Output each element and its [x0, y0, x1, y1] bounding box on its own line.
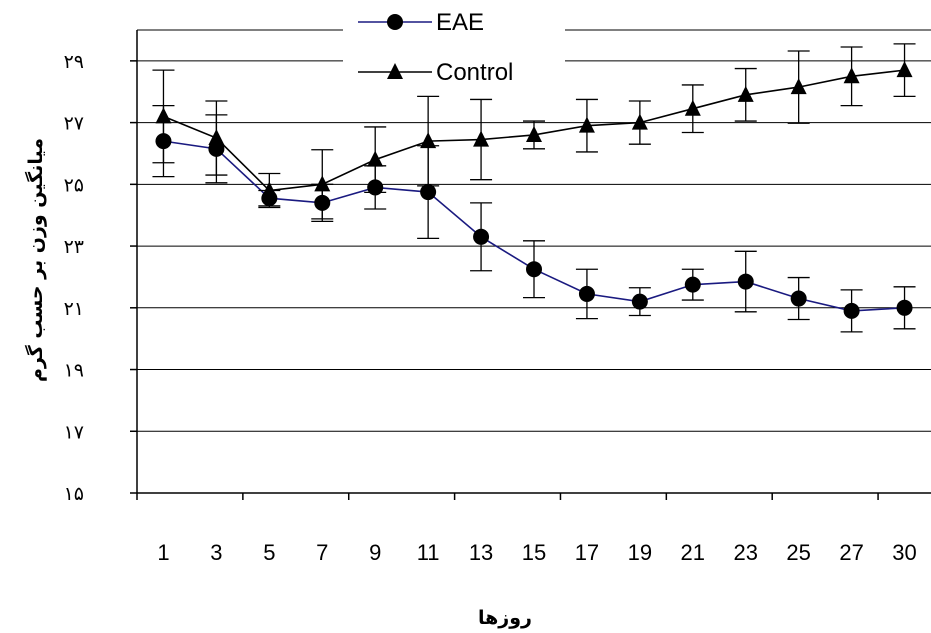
data-point — [843, 67, 860, 84]
legend-box — [343, 0, 565, 94]
y-tick-label: ۱۵ — [64, 483, 84, 505]
data-point — [526, 261, 542, 278]
y-tick-label: ۲۳ — [64, 236, 84, 258]
x-tick-label: 25 — [786, 540, 810, 565]
x-tick-label: 27 — [839, 540, 863, 565]
legend-item-control: Control — [358, 59, 513, 86]
legend-item-eae: EAE — [358, 9, 484, 36]
data-point — [526, 125, 542, 142]
x-tick-label: 1 — [157, 540, 169, 565]
data-point — [314, 175, 331, 192]
legend-label: EAE — [436, 9, 484, 36]
legend-label: Control — [436, 59, 513, 86]
data-point — [790, 290, 807, 307]
y-tick-label: ۲۱ — [64, 298, 84, 320]
legend-marker — [387, 63, 403, 79]
series-layer — [152, 43, 916, 333]
x-tick-label: 30 — [892, 540, 916, 565]
series-control — [152, 43, 916, 220]
x-tick-label: 15 — [522, 540, 546, 565]
x-axis-ticks: 1 3 5 7 9 11 13 15 17 19 21 23 25 27 30 — [136, 493, 917, 565]
x-tick-label: 23 — [733, 540, 757, 565]
y-tick-label: ۲۵ — [64, 174, 84, 196]
x-tick-label: 9 — [369, 540, 381, 565]
x-tick-label: 7 — [316, 540, 328, 565]
data-point — [578, 116, 595, 133]
x-tick-label: 3 — [210, 540, 222, 565]
y-tick-label: ۲۷ — [64, 113, 84, 135]
data-point — [843, 302, 860, 319]
data-point — [473, 130, 490, 147]
y-tick-label: ۲۹ — [64, 51, 84, 73]
data-point — [896, 61, 913, 78]
data-point — [684, 99, 701, 116]
legend-marker — [387, 14, 403, 30]
data-point — [631, 113, 648, 130]
data-point — [737, 85, 754, 102]
data-point — [155, 107, 172, 124]
data-point — [420, 184, 437, 201]
x-tick-label: 5 — [263, 540, 275, 565]
data-point — [578, 285, 595, 302]
y-tick-label: ۱۷ — [64, 421, 84, 443]
legend: EAE Control — [343, 0, 565, 94]
x-axis-title: روزها — [478, 607, 532, 629]
y-tick-label: ۱۹ — [64, 360, 84, 382]
y-axis-ticks: ۱۵ ۱۷ ۱۹ ۲۱ ۲۳ ۲۵ ۲۷ ۲۹ — [64, 51, 137, 505]
x-tick-label: 19 — [628, 540, 652, 565]
data-point — [631, 293, 648, 310]
data-point — [261, 181, 278, 198]
x-tick-label: 13 — [469, 540, 493, 565]
y-axis-title: میانگین وزن بر حسب گرم — [24, 138, 47, 382]
data-point — [367, 150, 384, 167]
x-tick-label: 21 — [681, 540, 705, 565]
data-point — [737, 273, 754, 290]
data-point — [208, 129, 225, 146]
data-point — [896, 299, 913, 316]
data-point — [790, 78, 807, 95]
data-point — [684, 276, 701, 293]
data-point — [473, 228, 490, 245]
data-point — [420, 132, 437, 149]
x-tick-label: 11 — [417, 540, 440, 565]
x-tick-label: 17 — [575, 540, 599, 565]
